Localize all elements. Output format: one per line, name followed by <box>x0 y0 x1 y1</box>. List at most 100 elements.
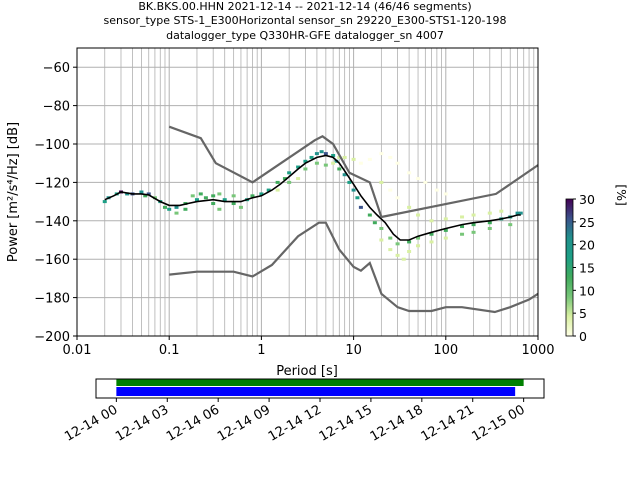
heatmap-cell <box>372 221 377 225</box>
heatmap-cell <box>190 194 195 198</box>
heatmap-cell <box>423 180 428 184</box>
heatmap-cell <box>407 250 412 254</box>
heatmap-cell <box>342 173 347 177</box>
heatmap-cell <box>296 177 301 181</box>
heatmap-cell <box>287 180 292 184</box>
header-line3: datalogger_type Q330HR-GFE datalogger_sn… <box>166 29 444 42</box>
colorbar: 0 5 10 15 20 25 30 <box>565 192 595 344</box>
x-tick-label: 1 <box>257 343 265 358</box>
heatmap-cell <box>487 211 492 215</box>
heatmap-cell <box>416 177 421 181</box>
heatmap-cell <box>460 225 465 229</box>
heatmap-cell <box>416 244 421 248</box>
heatmap-cell <box>342 155 347 159</box>
heatmap-cell <box>379 152 384 156</box>
y-tick-label: −60 <box>43 61 70 76</box>
y-axis-ticks: −60 −80 −100 −120 −140 −160 −180 −200 <box>34 61 77 345</box>
y-tick-label: −160 <box>34 253 70 268</box>
timeline-tick-label: 12-15 00 <box>470 402 528 444</box>
heatmap-cell <box>471 223 476 227</box>
heatmap-cell <box>217 207 222 211</box>
heatmap-cell <box>388 236 393 240</box>
heatmap-cell <box>231 202 236 206</box>
heatmap-cell <box>429 240 434 244</box>
heatmap-cell <box>331 161 336 165</box>
heatmap-cell <box>337 167 342 171</box>
header-line2: sensor_type STS-1_E300Horizontal sensor_… <box>104 14 507 27</box>
heatmap-cell <box>434 188 439 192</box>
heatmap-cell <box>314 161 319 165</box>
heatmap-cell <box>395 161 400 165</box>
timeline-tick-label: 12-14 21 <box>419 402 477 444</box>
heatmap-cell <box>203 196 208 200</box>
heatmap-cell <box>323 152 328 156</box>
heatmap-cell <box>143 194 148 198</box>
heatmap-cell <box>388 155 393 159</box>
heatmap-cell <box>443 217 448 221</box>
heatmap-cell <box>499 209 504 213</box>
heatmap-cell <box>296 165 301 169</box>
heatmap-cell <box>518 211 523 215</box>
timeline-tick-label: 12-14 06 <box>164 402 222 444</box>
heatmap-cell <box>395 196 400 200</box>
x-tick-label: 100 <box>433 343 458 358</box>
heatmap-cell <box>515 211 520 215</box>
heatmap-cell <box>401 257 406 261</box>
mean-psd-line <box>104 154 521 241</box>
y-tick-label: −80 <box>43 100 70 115</box>
heatmap-cell <box>487 226 492 230</box>
colorbar-tick-label: 30 <box>579 192 595 207</box>
noise-model-line <box>169 221 539 314</box>
curve-lines <box>104 125 539 314</box>
timeline-tick-label: 12-14 18 <box>368 402 426 444</box>
y-tick-label: −200 <box>34 330 70 345</box>
y-tick-label: −140 <box>34 215 70 230</box>
heatmap-cell <box>174 205 179 209</box>
colorbar-tick-label: 15 <box>579 261 595 276</box>
heatmap-cell <box>416 236 421 240</box>
heatmap-cell <box>266 188 271 192</box>
heatmap-cell <box>347 180 352 184</box>
heatmap-cell <box>443 236 448 240</box>
colorbar-tick-label: 5 <box>579 306 587 321</box>
heatmap-cell <box>183 207 188 211</box>
heatmap-cell <box>395 242 400 246</box>
heatmap-cell <box>471 213 476 217</box>
heatmap-cell <box>395 253 400 257</box>
heatmap-cell <box>429 219 434 223</box>
heatmap-cell <box>429 232 434 236</box>
heatmap-cell <box>416 213 421 217</box>
y-axis-label: Power [m²/s⁴/Hz] [dB] <box>6 122 21 262</box>
heatmap-cell <box>358 205 363 209</box>
colorbar-tick-label: 10 <box>579 283 595 298</box>
y-tick-label: −100 <box>34 138 70 153</box>
heatmap-cell <box>303 159 308 163</box>
x-tick-label: 1000 <box>521 343 554 358</box>
heatmap-cell <box>407 240 412 244</box>
heatmap-cell <box>125 192 130 196</box>
plot-frame <box>76 47 539 337</box>
heatmap-cell <box>198 192 203 196</box>
heatmap-cell <box>162 205 167 209</box>
heatmap-cell <box>379 180 384 184</box>
heatmap-cell <box>407 205 412 209</box>
heatmap-cell <box>443 228 448 232</box>
heatmap-cell <box>460 232 465 236</box>
colorbar-label: [%] <box>614 184 629 206</box>
y-tick-label: −120 <box>34 176 70 191</box>
heatmap-cell <box>367 213 372 217</box>
heatmap-cell <box>167 207 172 211</box>
colorbar-tick-label: 0 <box>579 329 587 344</box>
heatmap-cell <box>250 194 255 198</box>
heatmap-cell <box>358 161 363 165</box>
plot-grid <box>76 48 538 337</box>
heatmap-cell <box>309 155 314 159</box>
heatmap-cell <box>287 171 292 175</box>
heatmap-cell <box>102 200 107 204</box>
heatmap-cell <box>222 198 227 202</box>
heatmap-cell <box>231 194 236 198</box>
x-tick-label: 0.01 <box>63 343 92 358</box>
heatmap-cell <box>217 192 222 196</box>
heatmap-cell <box>443 192 448 196</box>
noise-model-line <box>168 125 539 219</box>
